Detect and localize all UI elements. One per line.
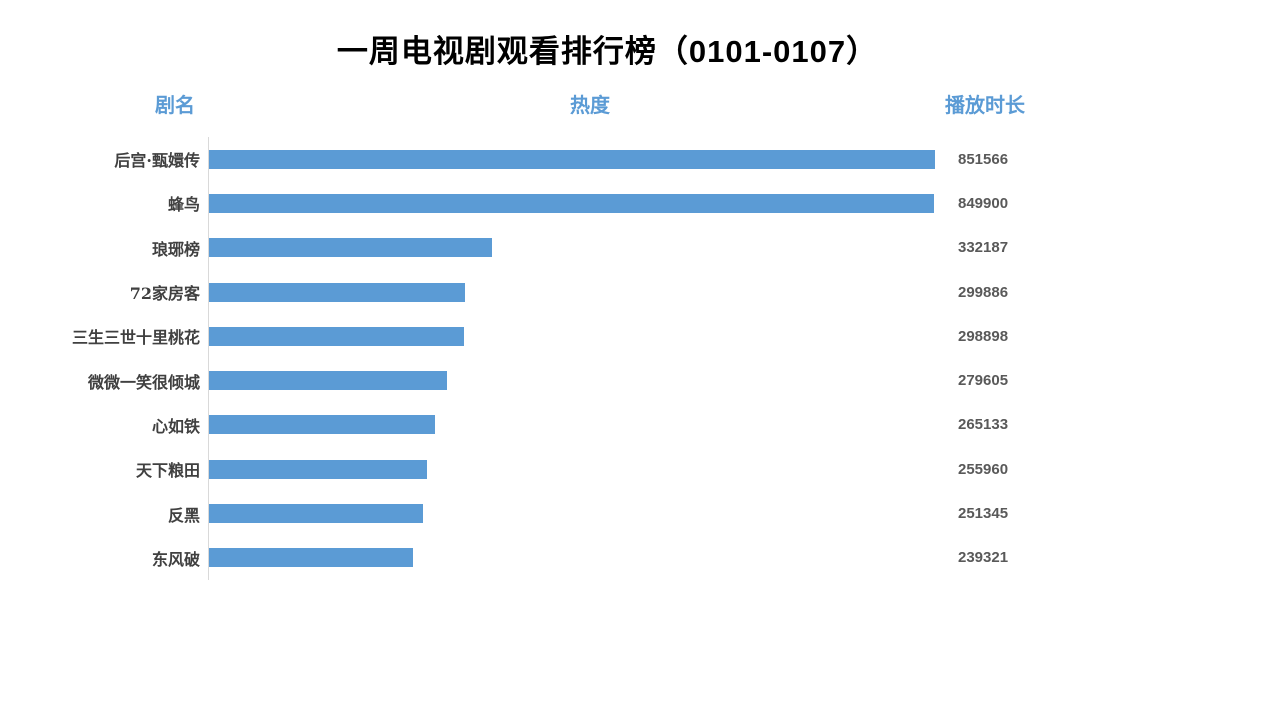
drama-name-label: 天下粮田 — [135, 461, 200, 481]
heat-bar — [209, 282, 465, 302]
bar-track — [208, 447, 940, 492]
heat-bar — [209, 326, 464, 346]
drama-name-label: 琅琊榜 — [151, 239, 200, 259]
chart-row: 蜂鸟 849900 — [0, 181, 1280, 226]
duration-value: 279605 — [958, 372, 1009, 390]
column-header-play-duration: 播放时长 — [945, 95, 1025, 117]
drama-name-label: 72家房客 — [129, 284, 200, 304]
bar-track — [208, 314, 940, 359]
chart-title: 一周电视剧观看排行榜（0101-0107） — [336, 34, 879, 69]
duration-value: 851566 — [958, 150, 1009, 168]
duration-value: 255960 — [958, 460, 1009, 478]
bar-track — [208, 402, 940, 448]
drama-name-label: 蜂鸟 — [167, 195, 200, 215]
drama-name-label: 微微一笑很倾城 — [87, 372, 200, 392]
chart-row: 三生三世十里桃花 298898 — [0, 314, 1280, 359]
bar-track — [208, 181, 940, 226]
chart-row: 天下粮田 255960 — [0, 447, 1280, 492]
heat-bar — [209, 548, 413, 568]
bar-track — [208, 358, 940, 403]
chart-row: 微微一笑很倾城 279605 — [0, 358, 1280, 403]
column-header-drama-name: 剧名 — [155, 95, 195, 117]
duration-value: 332187 — [958, 239, 1009, 257]
drama-name-label: 心如铁 — [151, 416, 200, 436]
heat-bar — [209, 149, 935, 169]
heat-bar — [209, 193, 934, 213]
heat-bar — [209, 459, 428, 479]
chart-row: 琅琊榜 332187 — [0, 225, 1280, 270]
drama-name-label: 东风破 — [151, 549, 200, 569]
bar-track — [208, 491, 940, 536]
duration-value: 265133 — [958, 416, 1009, 434]
drama-name-label: 反黑 — [167, 505, 200, 525]
chart-row: 72家房客 299886 — [0, 269, 1280, 315]
bar-track — [208, 535, 940, 580]
column-header-heat: 热度 — [570, 95, 610, 117]
duration-value: 239321 — [958, 549, 1009, 567]
duration-value: 251345 — [958, 505, 1009, 523]
heat-bar — [209, 371, 448, 391]
chart-row: 反黑 251345 — [0, 491, 1280, 536]
chart-row: 东风破 239321 — [0, 535, 1280, 580]
duration-value: 298898 — [958, 327, 1009, 345]
drama-name-label: 三生三世十里桃花 — [71, 328, 200, 348]
heat-bar — [209, 504, 424, 524]
bar-track — [208, 137, 940, 182]
bar-track — [208, 269, 940, 315]
chart-rows: 后宫·甄嬛传 851566 蜂鸟 849900 琅琊榜 332187 72家房客 299886… — [0, 137, 1280, 580]
bar-track — [208, 225, 940, 270]
heat-bar — [209, 238, 493, 258]
duration-value: 299886 — [958, 283, 1009, 301]
heat-bar — [209, 415, 435, 435]
drama-name-label: 后宫·甄嬛传 — [114, 151, 200, 171]
duration-value: 849900 — [958, 194, 1009, 212]
chart-row: 后宫·甄嬛传 851566 — [0, 137, 1280, 182]
chart-row: 心如铁 265133 — [0, 402, 1280, 448]
